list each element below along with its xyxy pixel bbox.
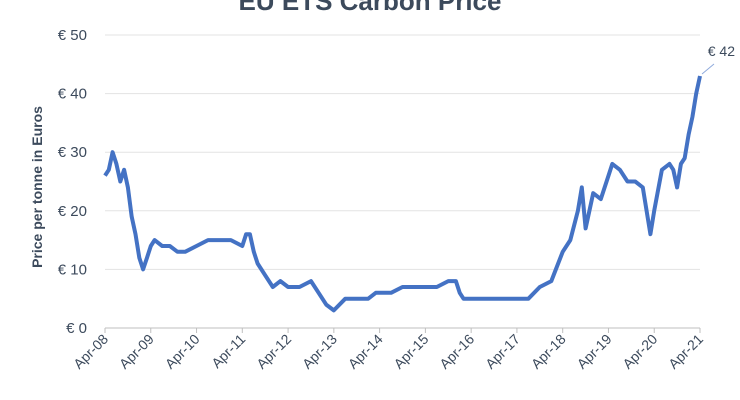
annotation-leader-line [701,63,715,75]
gridlines [105,34,700,329]
y-tick-label: € 30 [58,144,87,161]
x-tick-label: Apr-13 [299,331,340,372]
annotation-label: € 42 [708,43,735,59]
y-tick-label: € 10 [58,261,87,278]
x-tick-label: Apr-11 [208,331,248,371]
y-tick-label: € 20 [58,203,87,220]
x-tick-label: Apr-09 [116,331,157,372]
x-tick-label: Apr-19 [574,331,615,372]
x-tick-label: Apr-18 [528,331,569,372]
x-tick-label: Apr-17 [482,331,523,372]
y-tick-label: € 0 [66,320,87,337]
x-tick-label: Apr-12 [253,331,294,372]
y-tick-label: € 40 [58,86,87,103]
x-tick-label: Apr-15 [390,331,431,372]
x-axis-ticks: Apr-08 Apr-09 Apr-10 Apr-11 Apr-12 Apr-13 Apr-… [70,328,706,372]
x-tick-label: Apr-10 [162,331,203,372]
x-tick-label: Apr-14 [345,331,386,372]
y-tick-label: € 50 [58,27,87,44]
y-axis-ticks: € 0 € 10 € 20 € 30 € 40 € 50 [58,27,87,337]
chart-title: EU ETS Carbon Price [238,0,502,16]
x-tick-label: Apr-16 [436,331,477,372]
price-series-line [103,75,702,313]
x-tick-label: Apr-20 [619,331,660,372]
x-tick-label: Apr-21 [665,331,706,372]
y-axis-label: Price per tonne in Euros [29,106,45,268]
